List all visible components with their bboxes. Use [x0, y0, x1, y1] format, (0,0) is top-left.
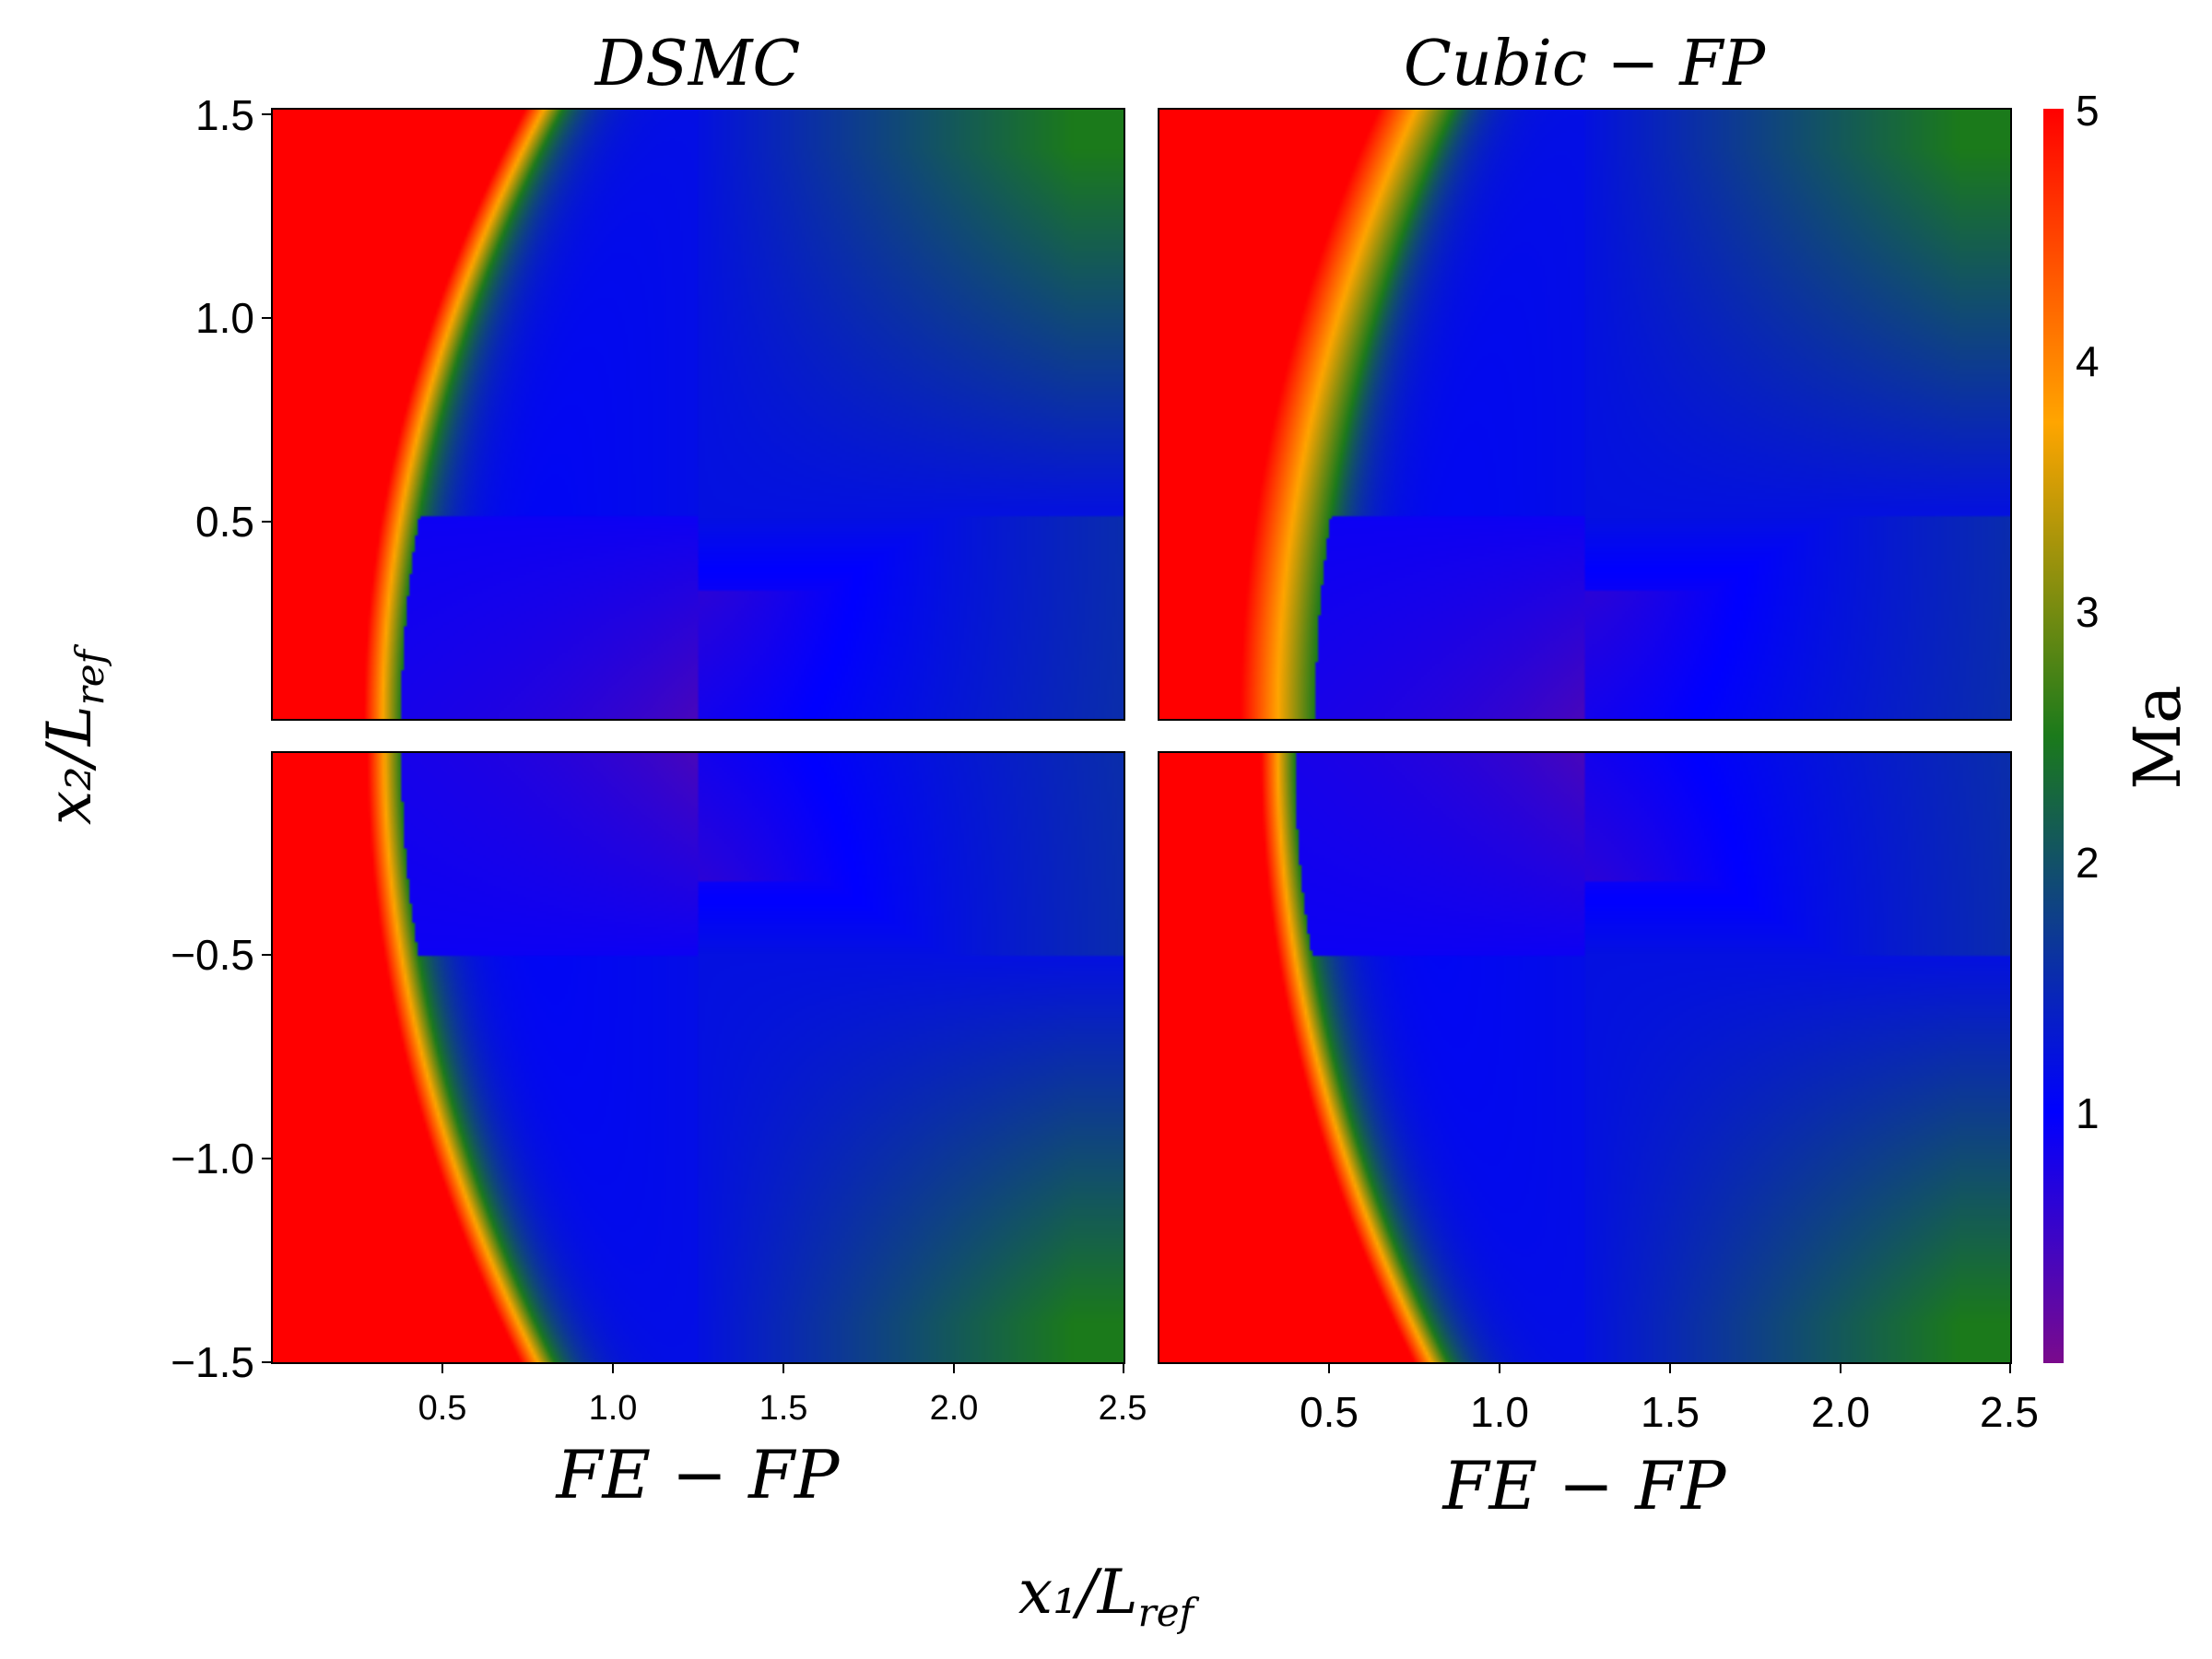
- heatmap-bottom-right: [1159, 752, 2011, 1363]
- xtick-marks-bottom-left: [441, 1363, 1124, 1373]
- xtick-label: 1.0: [1470, 1388, 1529, 1436]
- xtick-label: 2.0: [1811, 1388, 1870, 1436]
- xtick-label: 1.5: [759, 1389, 808, 1428]
- xlabel-bottom-left: FE − FP: [554, 1436, 841, 1513]
- heatmap-top-left: [272, 109, 1124, 720]
- frame-top-left: [271, 108, 1125, 721]
- colorbar-tick-label: 2: [2076, 839, 2100, 887]
- ytick-label: −1.0: [171, 1135, 254, 1182]
- xtick-label: 2.0: [930, 1389, 979, 1428]
- frame-bottom-right: [1158, 751, 2012, 1364]
- shared-ylabel-sub: ref: [67, 643, 112, 705]
- panel-top-left: [271, 108, 1125, 721]
- shared-ylabel: x₂/Lref: [34, 643, 112, 825]
- ytick-marks-bottom-left: [262, 954, 272, 1363]
- colorbar-tick-label: 5: [2076, 87, 2100, 135]
- xtick-label: 1.0: [589, 1389, 638, 1428]
- xticks-bottom-right: 0.5 1.0 1.5 2.0 2.5: [1300, 1388, 2039, 1436]
- ytick-label: 1.5: [195, 91, 254, 139]
- panel-title-top-left: DSMC: [594, 28, 801, 100]
- xtick-label: 0.5: [418, 1389, 467, 1428]
- ytick-label: −0.5: [171, 931, 254, 979]
- heatmap-bottom-left: [272, 752, 1124, 1363]
- colorbar-tick-label: 4: [2076, 337, 2100, 385]
- xlabel-bottom-right: FE − FP: [1441, 1447, 1727, 1524]
- colorbar: 1 2 3 4 5 Ma: [2043, 87, 2195, 1363]
- shared-xlabel: x₁/Lref: [1018, 1557, 1200, 1635]
- colorbar-gradient: [2043, 109, 2064, 1363]
- xtick-label: 0.5: [1300, 1388, 1359, 1436]
- xtick-label: 2.5: [1099, 1389, 1147, 1428]
- panel-bottom-left: [271, 751, 1125, 1364]
- colorbar-label: Ma: [2120, 685, 2195, 789]
- ytick-label: 0.5: [195, 498, 254, 546]
- heatmap-top-right: [1159, 109, 2011, 720]
- colorbar-ticks: 1 2 3 4 5: [2076, 87, 2100, 1137]
- ytick-label: −1.5: [171, 1338, 254, 1386]
- shared-ylabel-main: x₂/L: [34, 705, 105, 825]
- panel-top-right: [1158, 108, 2012, 721]
- ytick-label: 1.0: [195, 294, 254, 342]
- panel-bottom-right: [1158, 751, 2012, 1364]
- ytick-marks-top-left: [262, 113, 272, 523]
- xticks-bottom-left: 0.5 1.0 1.5 2.0 2.5: [418, 1389, 1147, 1428]
- xtick-label: 1.5: [1641, 1388, 1700, 1436]
- panel-title-top-right: Cubic − FP: [1404, 28, 1767, 100]
- frame-bottom-left: [271, 751, 1125, 1364]
- colorbar-tick-label: 1: [2076, 1089, 2100, 1137]
- yticks-bottom-left: −0.5 −1.0 −1.5: [171, 931, 254, 1386]
- shared-xlabel-sub: ref: [1138, 1590, 1200, 1635]
- frame-top-right: [1158, 108, 2012, 721]
- xtick-label: 2.5: [1980, 1388, 2039, 1436]
- colorbar-tick-label: 3: [2076, 588, 2100, 636]
- yticks-top-left: 0.5 1.0 1.5: [195, 91, 254, 546]
- shared-xlabel-main: x₁/L: [1018, 1557, 1138, 1628]
- xtick-marks-bottom-right: [1328, 1363, 2011, 1373]
